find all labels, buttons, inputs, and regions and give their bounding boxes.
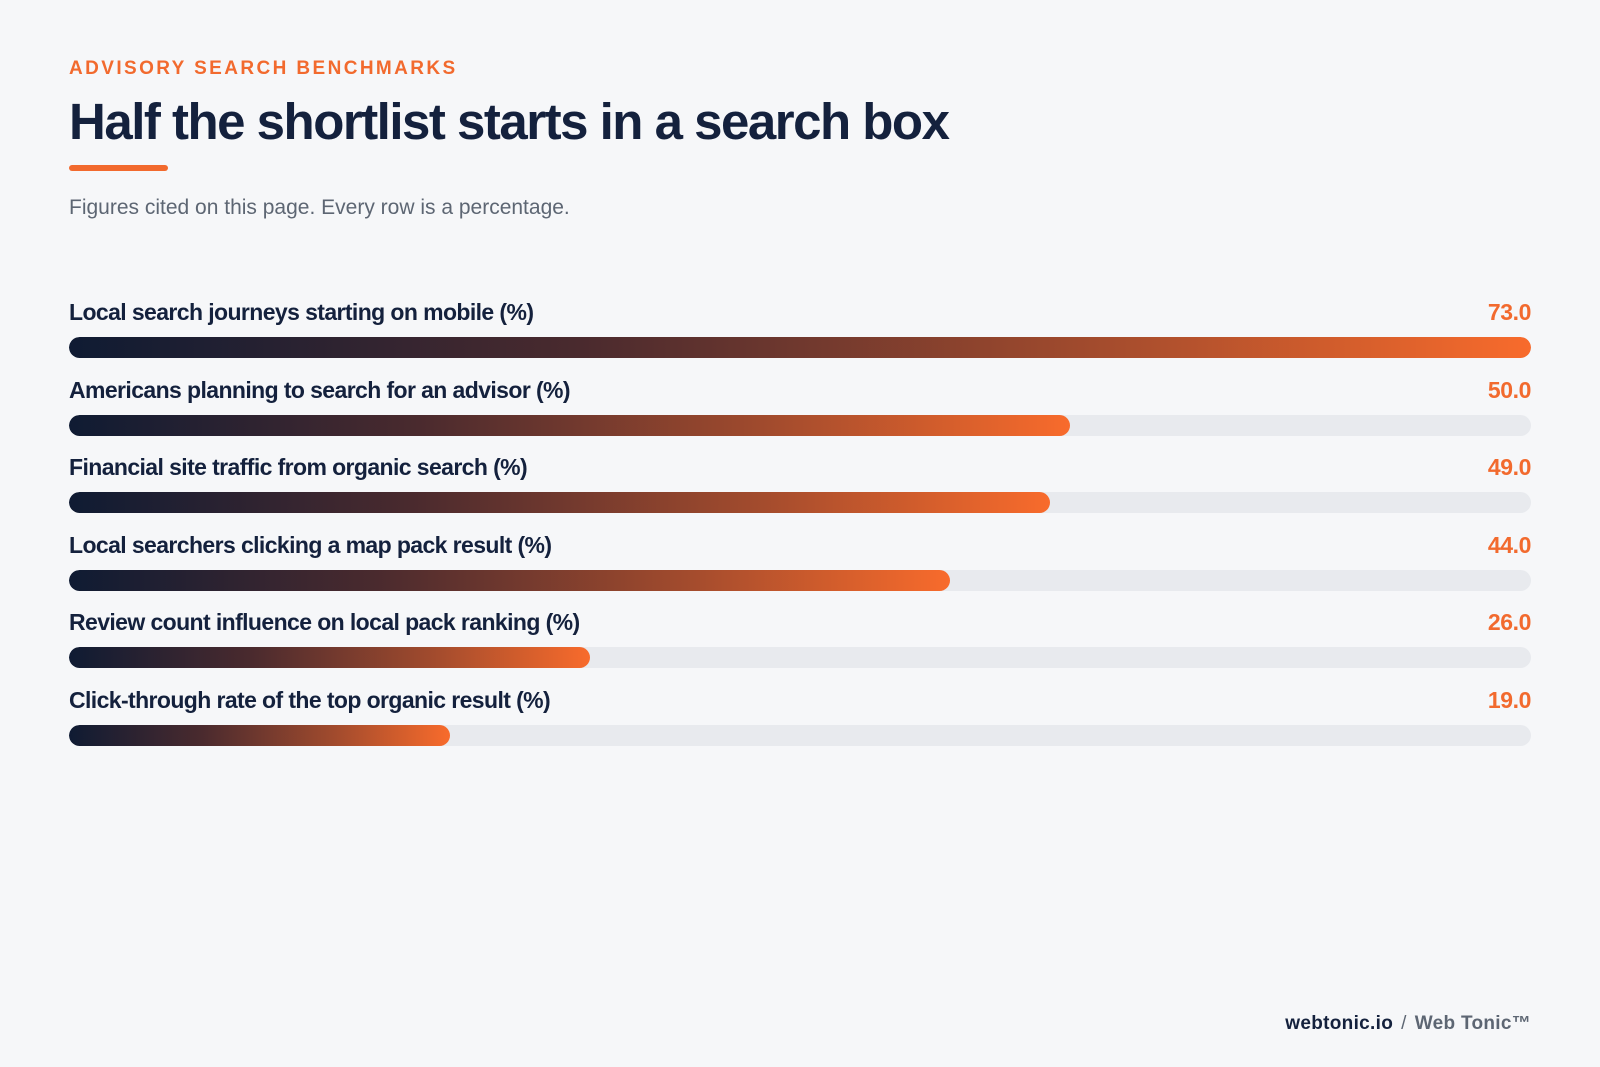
- bar-row: Local search journeys starting on mobile…: [69, 298, 1531, 376]
- chart-subtitle: Figures cited on this page. Every row is…: [69, 196, 570, 219]
- bar-value-label: 50.0: [1487, 376, 1532, 403]
- bar-value-label: 49.0: [1487, 454, 1532, 481]
- bar-label: Financial site traffic from organic sear…: [69, 454, 528, 481]
- bar-label: Click-through rate of the top organic re…: [69, 686, 551, 713]
- bar-row: Americans planning to search for an advi…: [69, 376, 1531, 454]
- bar-row: Local searchers clicking a map pack resu…: [69, 531, 1531, 609]
- bar-track: [69, 724, 1531, 746]
- bar-fill: [69, 414, 1070, 436]
- bar-value-label: 26.0: [1487, 609, 1532, 636]
- bar-value-label: 19.0: [1487, 686, 1532, 713]
- bar-track: [69, 414, 1531, 436]
- bar-row: Click-through rate of the top organic re…: [69, 686, 1531, 764]
- bar-label: Review count influence on local pack ran…: [69, 609, 580, 636]
- bar-label: Local searchers clicking a map pack resu…: [69, 531, 552, 558]
- eyebrow-label: ADVISORY SEARCH BENCHMARKS: [69, 58, 458, 79]
- footer-domain[interactable]: webtonic.io: [1285, 1013, 1394, 1034]
- bar-value-label: 73.0: [1487, 299, 1532, 325]
- bar-track: [69, 569, 1531, 591]
- bar-label: Local search journeys starting on mobile…: [69, 299, 534, 325]
- bar-value-label: 44.0: [1487, 531, 1532, 558]
- bar-row: Review count influence on local pack ran…: [69, 608, 1531, 686]
- bar-fill: [69, 337, 1531, 358]
- bar-track: [69, 337, 1531, 358]
- footer-separator: /: [1401, 1013, 1407, 1034]
- bar-track: [69, 492, 1531, 514]
- chart-title: Half the shortlist starts in a search bo…: [69, 93, 950, 150]
- bar-label: Americans planning to search for an advi…: [69, 376, 571, 403]
- footer-credit: webtonic.io / Web Tonic™: [1285, 1013, 1531, 1035]
- bar-track: [69, 647, 1531, 669]
- bar-fill: [69, 647, 590, 669]
- bar-fill: [69, 492, 1050, 514]
- title-accent-rule: [69, 165, 168, 171]
- bar-rows: Local search journeys starting on mobile…: [69, 298, 1531, 764]
- bar-row: Financial site traffic from organic sear…: [69, 453, 1531, 531]
- bar-fill: [69, 569, 950, 591]
- footer-brand: Web Tonic™: [1414, 1013, 1531, 1034]
- bar-fill: [69, 724, 450, 746]
